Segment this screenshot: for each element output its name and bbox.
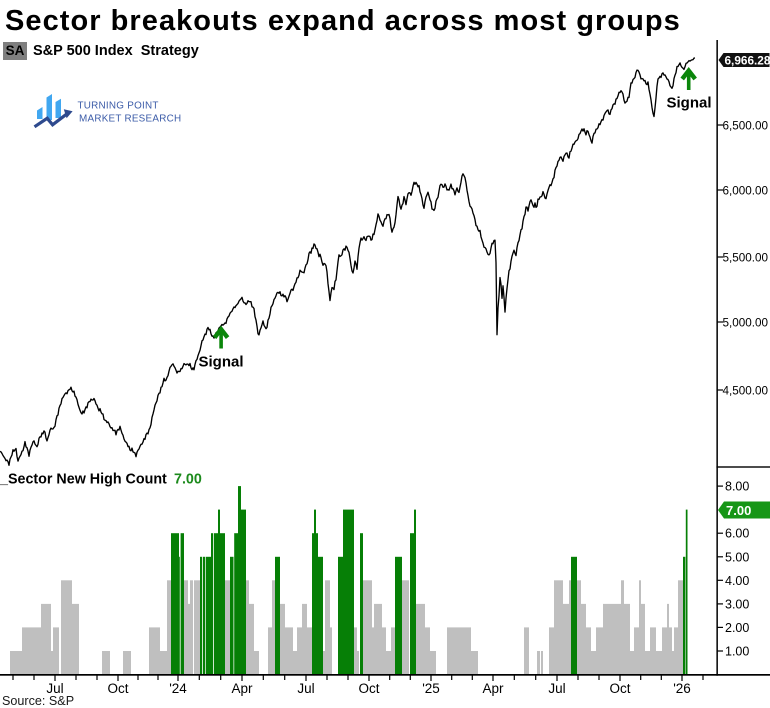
- svg-text:2.00: 2.00: [725, 621, 749, 635]
- svg-text:5,000.00: 5,000.00: [723, 316, 769, 329]
- svg-text:6,000.00: 6,000.00: [723, 184, 769, 197]
- svg-text:Jul: Jul: [297, 681, 314, 696]
- svg-text:Jul: Jul: [548, 681, 565, 696]
- svg-text:6,500.00: 6,500.00: [723, 119, 769, 132]
- svg-text:6.00: 6.00: [725, 527, 749, 541]
- svg-text:4.00: 4.00: [725, 574, 749, 588]
- svg-text:4,500.00: 4,500.00: [723, 384, 769, 397]
- svg-text:7.00: 7.00: [726, 503, 751, 518]
- svg-text:Signal: Signal: [198, 354, 243, 371]
- svg-text:Jul: Jul: [46, 681, 63, 696]
- svg-text:Oct: Oct: [358, 681, 379, 696]
- svg-text:Source: S&P: Source: S&P: [2, 694, 74, 708]
- svg-text:_Sector New High Count: _Sector New High Count: [0, 472, 167, 488]
- svg-text:5,500.00: 5,500.00: [723, 251, 769, 264]
- svg-text:TURNING POINT: TURNING POINT: [78, 101, 159, 112]
- svg-text:'25: '25: [422, 681, 440, 696]
- svg-text:6,966.28: 6,966.28: [725, 53, 770, 67]
- svg-text:1.00: 1.00: [725, 645, 749, 659]
- svg-text:'24: '24: [169, 681, 187, 696]
- svg-text:Oct: Oct: [107, 681, 128, 696]
- svg-text:'26: '26: [673, 681, 691, 696]
- svg-text:7.00: 7.00: [174, 472, 202, 488]
- svg-text:Signal: Signal: [666, 95, 711, 112]
- svg-text:MARKET RESEARCH: MARKET RESEARCH: [79, 114, 181, 125]
- svg-text:8.00: 8.00: [725, 480, 749, 494]
- svg-text:Apr: Apr: [482, 681, 504, 696]
- svg-text:Oct: Oct: [609, 681, 630, 696]
- svg-text:5.00: 5.00: [725, 550, 749, 564]
- svg-text:Apr: Apr: [231, 681, 253, 696]
- svg-text:3.00: 3.00: [725, 597, 749, 611]
